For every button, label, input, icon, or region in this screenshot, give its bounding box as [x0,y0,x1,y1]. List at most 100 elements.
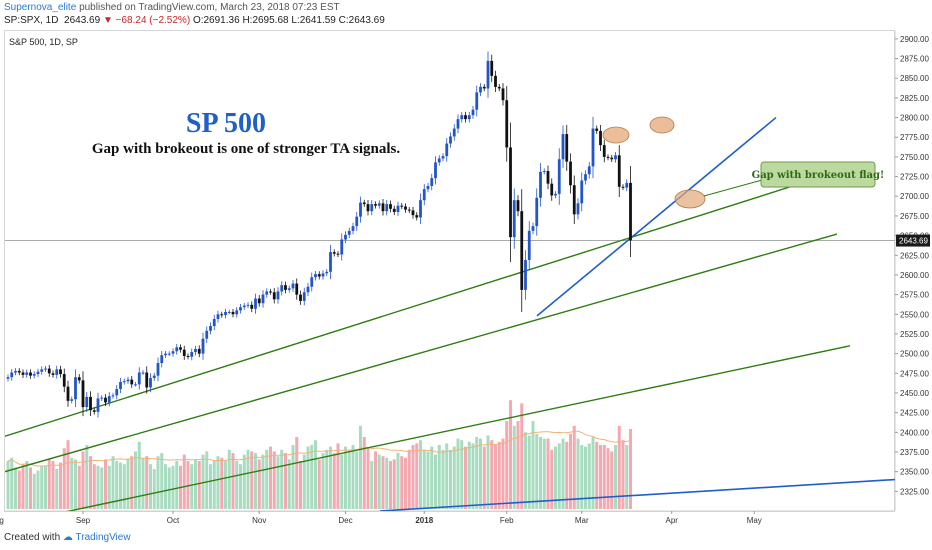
volume-bar [546,438,550,509]
candle-body [411,210,415,216]
candle-body [366,204,370,212]
volume-bar [216,456,220,509]
candle-body [201,338,205,354]
candle-body [347,230,351,235]
volume-bar [51,461,55,509]
volume-bar [302,454,306,509]
candle-body [242,305,246,308]
candle-body [445,143,449,157]
chart-title: S&P 500, 1D, SP [9,37,78,47]
candle-body [561,134,565,160]
x-tick-label: Oct [167,516,180,525]
candle-body [471,109,475,116]
candle-body [89,396,92,411]
highlight-ellipse [602,126,630,144]
candle-body [186,355,190,357]
volume-bar [561,438,565,509]
volume-bar [621,440,625,509]
author-link[interactable]: Supernova_elite [4,2,77,13]
volume-bar [32,473,36,509]
candle-body [160,355,164,364]
volume-bar [471,443,475,509]
candle-body [36,371,40,375]
volume-bar [36,470,40,509]
y-tick-label: 2625.00 [900,251,929,260]
trendline-green-upper [5,176,821,437]
volume-bar [6,461,10,509]
volume-bar [284,453,287,509]
volume-bar [295,437,299,509]
candle-body [482,86,486,89]
volume-ma-line [7,430,631,467]
volume-bar [10,457,14,509]
y-tick-label: 2725.00 [900,173,929,182]
callout-text: Gap with brokeout flag! [752,170,885,181]
y-tick-label: 2350.00 [900,468,929,477]
candle-body [325,271,329,274]
candle-body [486,60,490,89]
tradingview-logo-icon: ☁ [62,532,73,543]
y-tick-label: 2525.00 [900,330,929,339]
candle-body [235,310,239,315]
candle-body [291,283,295,289]
candle-body [475,92,479,110]
candle-body [145,372,149,388]
volume-bar [137,441,141,509]
candle-body [209,326,212,331]
x-tick-label: Feb [500,516,514,525]
volume-bar [220,457,224,509]
brand-name[interactable]: TradingView [75,532,131,543]
candle-body [25,372,29,375]
price-chart[interactable]: 2325.00 2350.00 2375.00 2400.00 2425.00 2450.… [0,0,932,530]
candle-body [261,294,265,304]
volume-bar [314,440,317,509]
candle-body [156,363,160,376]
candle-body [239,307,242,311]
candle-body [610,157,614,160]
candle-body [434,162,437,179]
candle-body [6,377,10,379]
volume-bar [527,435,531,509]
volume-bar [531,421,535,509]
candle-body [257,298,261,304]
volume-bar [287,459,291,509]
candle-body [396,205,400,212]
candle-body [467,115,471,120]
candle-body [74,377,77,400]
candle-body [332,252,336,254]
candle-body [104,397,107,403]
volume-bar [404,457,407,509]
candle-body [254,298,257,309]
candle-body [587,166,591,175]
candle-body [287,288,291,290]
volume-bar [62,448,66,509]
volume-bar [186,461,190,509]
volume-bar [197,461,201,509]
volume-bar [257,459,261,509]
volume-bar [167,467,171,509]
candle-body [340,239,344,255]
candle-body [310,277,314,287]
candle-body [625,182,629,188]
candle-body [220,314,224,316]
candle-body [280,285,284,292]
volume-bar [475,437,479,509]
candle-body [231,311,235,315]
candle-body [524,259,527,290]
candle-body [197,348,201,354]
volume-bar [377,454,381,509]
symbol-label: SP:SPX, 1D [4,15,59,26]
candle-body [141,372,145,374]
candle-body [539,171,542,198]
candle-body [51,373,55,375]
candle-body [216,314,220,319]
candle-body [149,378,152,388]
candle-body [306,286,310,293]
published-text: published on TradingView.com, March 23, … [79,2,340,13]
candle-body [85,396,89,408]
candle-body [96,398,100,412]
volume-bar [494,445,497,509]
volume-bar [47,459,51,509]
volume-bar [422,449,426,509]
volume-bar [310,445,314,509]
